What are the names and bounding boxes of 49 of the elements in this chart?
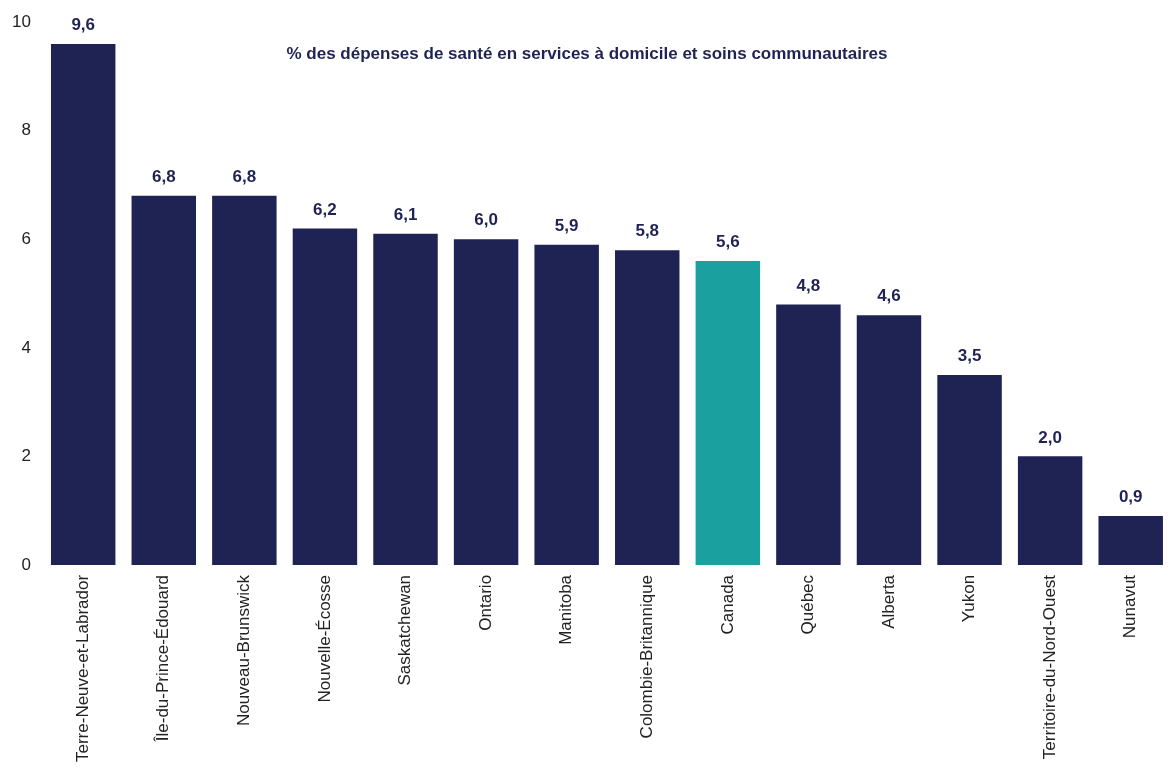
data-label: 2,0 (1038, 427, 1062, 447)
x-tick-label: Nunavut (1120, 574, 1140, 639)
bar (453, 239, 519, 565)
bar (373, 233, 438, 565)
data-label: 6,8 (151, 167, 176, 187)
data-label: 4,8 (796, 275, 821, 295)
bar (1017, 456, 1083, 565)
x-tick-label: Terre-Neuve-et-Labrador (72, 574, 92, 763)
x-tick-label: Saskatchewan (395, 574, 415, 686)
bar (212, 195, 277, 565)
x-tick-label: Territoire-du-Nord-Ouest (1039, 574, 1059, 760)
data-label: 9,6 (71, 15, 96, 35)
text: % des dépenses de santé en services à domicile et soins communautaires (286, 43, 888, 63)
data-label: 5,9 (554, 215, 579, 235)
bar (534, 244, 599, 565)
y-tick-label: 10 (11, 11, 31, 31)
y-tick-label: 4 (21, 337, 31, 357)
x-tick-label: Nouvelle-Écosse (314, 574, 334, 703)
bar (292, 228, 358, 565)
data-label: 3,5 (957, 346, 982, 366)
data-label: 6,1 (393, 205, 418, 225)
data-label: 6,2 (313, 199, 337, 219)
x-tick-label: Québec (798, 574, 818, 635)
bar (937, 374, 1002, 565)
data-label: 6,0 (474, 210, 498, 230)
bar (1098, 516, 1163, 565)
y-tick-label: 8 (21, 120, 31, 140)
x-tick-label: Manitoba (556, 574, 576, 645)
x-tick-label: Colombie-Britannique (636, 574, 656, 739)
x-tick-label: Canada (717, 574, 737, 635)
y-tick-label: 2 (21, 446, 31, 466)
data-label: 0,9 (1118, 487, 1143, 507)
x-tick-label: Île-du-Prince-Édouard (153, 574, 173, 743)
bar (695, 261, 761, 565)
bar (776, 304, 841, 565)
x-tick-label: Yukon (959, 574, 979, 623)
data-label: 4,6 (877, 286, 901, 306)
x-tick-label: Nouveau-Brunswick (234, 574, 254, 727)
data-label: 6,8 (232, 167, 257, 187)
x-tick-label: Ontario (475, 574, 495, 631)
bar (615, 250, 680, 565)
bar (131, 195, 197, 565)
y-tick-label: 6 (21, 228, 31, 248)
data-label: 5,6 (716, 232, 740, 252)
y-tick-label: 0 (21, 554, 31, 574)
data-label: 5,8 (635, 221, 660, 241)
bar (50, 43, 116, 565)
bar (856, 315, 922, 565)
x-tick-label: Alberta (878, 574, 898, 629)
